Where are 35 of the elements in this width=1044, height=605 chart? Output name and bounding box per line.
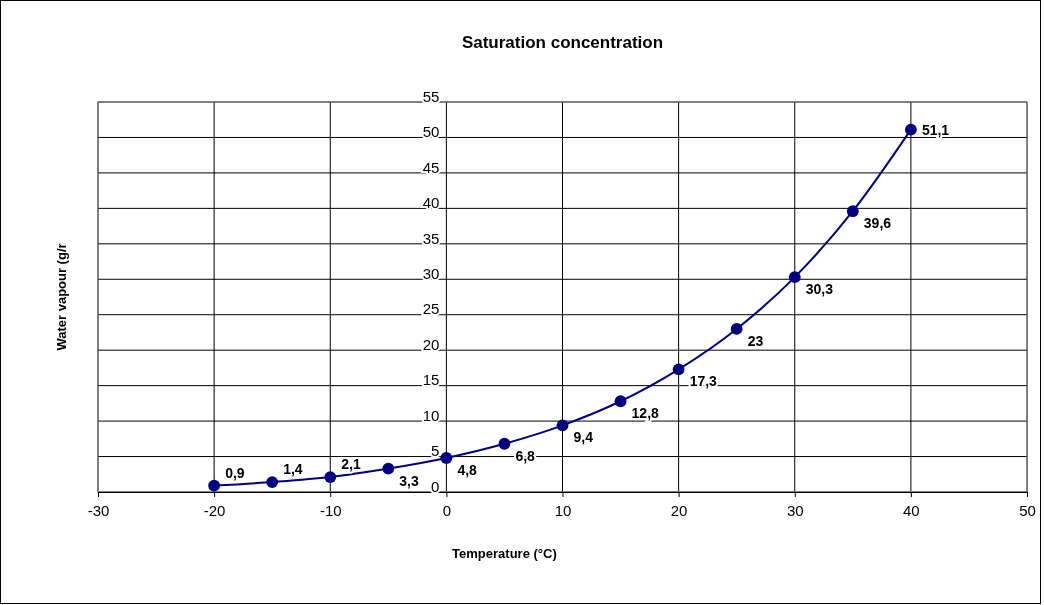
y-tick-label: 15 bbox=[422, 371, 440, 389]
x-tick-label: -10 bbox=[319, 501, 342, 519]
data-label: 30,3 bbox=[805, 281, 834, 298]
data-label: 23 bbox=[747, 332, 764, 349]
y-tick-label: 35 bbox=[422, 229, 440, 247]
x-tick-label: 20 bbox=[670, 501, 688, 519]
x-tick-label: -20 bbox=[203, 501, 226, 519]
y-tick-label: 45 bbox=[422, 158, 440, 176]
y-tick-label: 50 bbox=[422, 123, 440, 141]
data-label: 51,1 bbox=[921, 121, 950, 138]
y-axis-title: Water vapour (g/r bbox=[54, 243, 69, 351]
x-tick-label: 0 bbox=[442, 501, 452, 519]
data-label: 1,4 bbox=[283, 461, 303, 478]
data-label: 12,8 bbox=[631, 405, 660, 422]
y-tick-label: 0 bbox=[431, 477, 440, 495]
y-tick-label: 55 bbox=[422, 87, 440, 105]
y-tick-label: 5 bbox=[431, 442, 440, 460]
y-tick-label: 20 bbox=[422, 335, 440, 353]
x-tick-label: 30 bbox=[786, 501, 804, 519]
x-axis-title: Temperature (°C) bbox=[452, 546, 557, 561]
x-tick-label: 10 bbox=[554, 501, 572, 519]
y-tick-label: 10 bbox=[422, 406, 440, 424]
x-tick-label: -30 bbox=[87, 501, 110, 519]
x-tick-label: 40 bbox=[903, 501, 920, 519]
data-label: 0,9 bbox=[225, 464, 245, 481]
y-tick-label: 30 bbox=[422, 265, 440, 283]
y-tick-label: 25 bbox=[422, 300, 440, 318]
y-tick-label: 40 bbox=[422, 194, 440, 212]
x-tick-label: 50 bbox=[1019, 501, 1036, 519]
chart-title: Saturation concentration bbox=[461, 33, 664, 52]
data-label: 39,6 bbox=[863, 215, 892, 232]
data-label: 3,3 bbox=[399, 472, 419, 489]
data-label: 9,4 bbox=[573, 429, 594, 446]
data-label: 2,1 bbox=[341, 456, 361, 473]
data-label: 4,8 bbox=[457, 461, 478, 478]
